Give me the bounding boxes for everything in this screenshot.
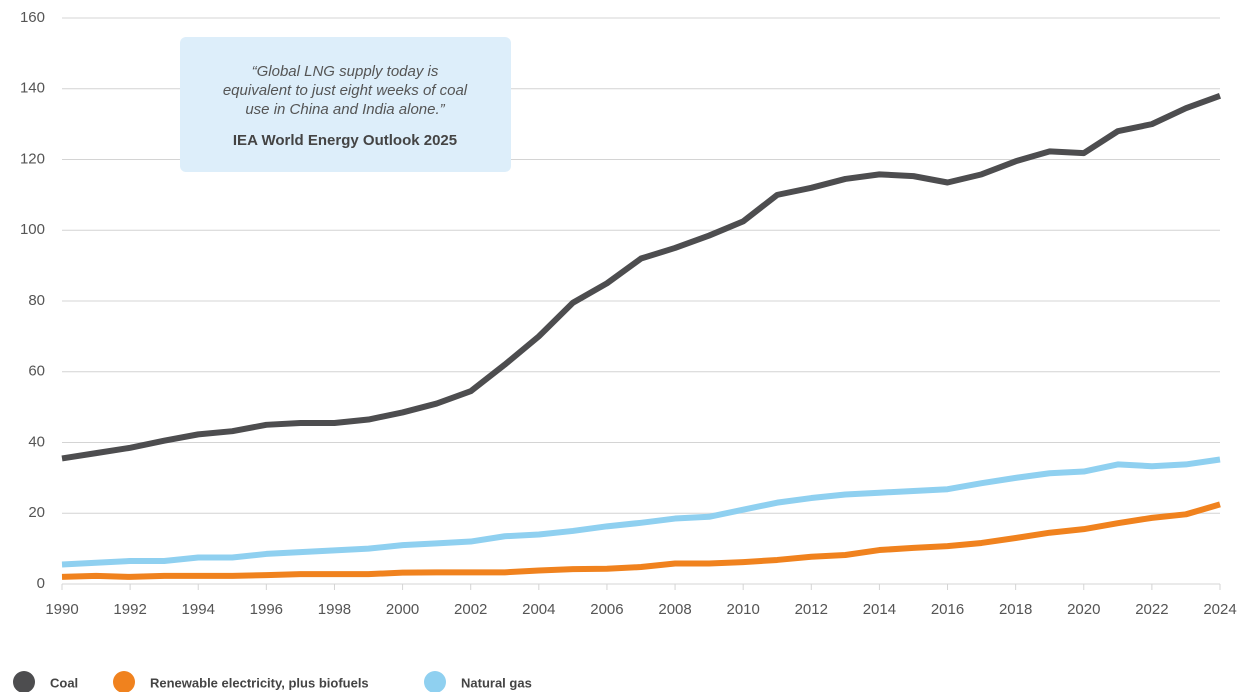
legend-label: Coal (50, 675, 78, 690)
series-line (61, 456, 1221, 568)
legend-swatch (113, 671, 135, 693)
x-tick-label: 2000 (386, 601, 419, 618)
x-tick-label: 2022 (1135, 601, 1168, 618)
x-tick-label: 1998 (318, 601, 351, 618)
y-tick-label: 80 (28, 292, 45, 309)
x-tick-label: 2024 (1203, 601, 1236, 618)
y-tick-label: 20 (28, 504, 45, 521)
series-line (61, 501, 1221, 580)
annotation-quote: equivalent to just eight weeks of coal (223, 82, 468, 99)
legend-swatch (424, 671, 446, 693)
x-tick-label: 2004 (522, 601, 555, 618)
legend-label: Natural gas (461, 675, 532, 690)
x-tick-label: 2002 (454, 601, 487, 618)
annotation-box (180, 37, 511, 172)
annotation-quote: “Global LNG supply today is (252, 63, 439, 80)
y-tick-label: 140 (20, 80, 45, 97)
y-tick-label: 60 (28, 363, 45, 380)
x-tick-label: 1992 (113, 601, 146, 618)
x-tick-label: 2008 (658, 601, 691, 618)
x-tick-label: 2020 (1067, 601, 1100, 618)
x-tick-label: 2012 (795, 601, 828, 618)
x-tick-label: 1994 (182, 601, 215, 618)
y-tick-label: 120 (20, 150, 45, 167)
x-tick-label: 2014 (863, 601, 896, 618)
x-tick-label: 2016 (931, 601, 964, 618)
x-tick-label: 2018 (999, 601, 1032, 618)
x-tick-label: 2006 (590, 601, 623, 618)
series-line (61, 93, 1222, 462)
legend-swatch (13, 671, 35, 693)
x-tick-label: 1990 (45, 601, 78, 618)
x-tick-label: 2010 (726, 601, 759, 618)
x-tick-label: 1996 (250, 601, 283, 618)
y-tick-label: 100 (20, 221, 45, 238)
y-tick-label: 160 (20, 9, 45, 26)
legend-label: Renewable electricity, plus biofuels (150, 675, 369, 690)
annotation-source: IEA World Energy Outlook 2025 (233, 132, 457, 149)
y-tick-label: 0 (37, 575, 45, 592)
y-tick-label: 40 (28, 433, 45, 450)
annotation-quote: use in China and India alone.” (245, 101, 445, 118)
